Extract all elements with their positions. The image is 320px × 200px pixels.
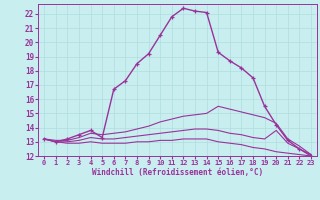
X-axis label: Windchill (Refroidissement éolien,°C): Windchill (Refroidissement éolien,°C) [92, 168, 263, 177]
